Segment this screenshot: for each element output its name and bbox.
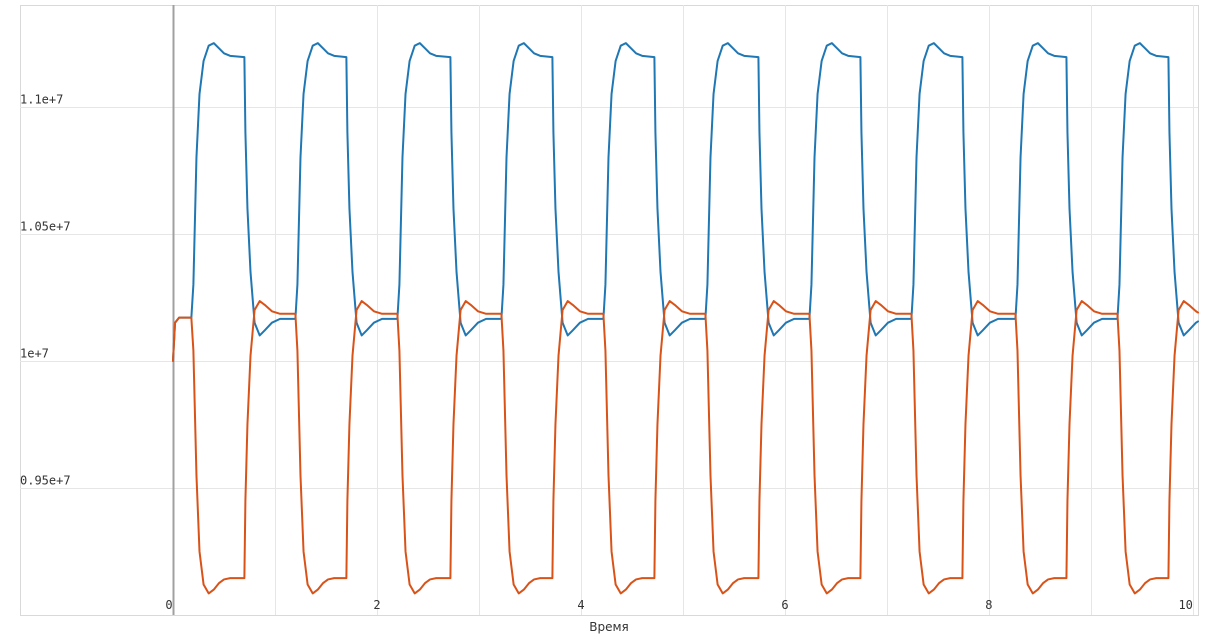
y-tick-labels: 0.95e+7 1e+7 1.05e+7 1.1e+7 [20, 93, 71, 488]
y-tick-label: 1e+7 [20, 347, 49, 361]
x-tick-label: 10 [1178, 598, 1192, 612]
y-tick-label: 0.95e+7 [20, 474, 71, 488]
y-tick-label: 1.1e+7 [20, 93, 63, 107]
x-tick-label: 8 [985, 598, 992, 612]
x-tick-label: 0 [165, 598, 172, 612]
y-tick-label: 1.05e+7 [20, 220, 71, 234]
x-tick-label: 4 [577, 598, 584, 612]
plot-frame [20, 5, 1199, 616]
series-lines [171, 42, 1199, 595]
x-gridlines [275, 5, 1194, 615]
series-line-2 [171, 300, 1199, 595]
x-tick-label: 2 [373, 598, 380, 612]
x-tick-labels: 0 2 4 6 8 10 [165, 598, 1193, 612]
series-line-1 [171, 42, 1199, 362]
x-tick-label: 6 [781, 598, 788, 612]
x-axis-title: Время [589, 620, 629, 634]
